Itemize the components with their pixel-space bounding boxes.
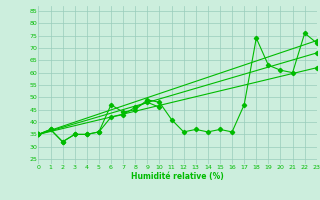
X-axis label: Humidité relative (%): Humidité relative (%) [131, 172, 224, 181]
